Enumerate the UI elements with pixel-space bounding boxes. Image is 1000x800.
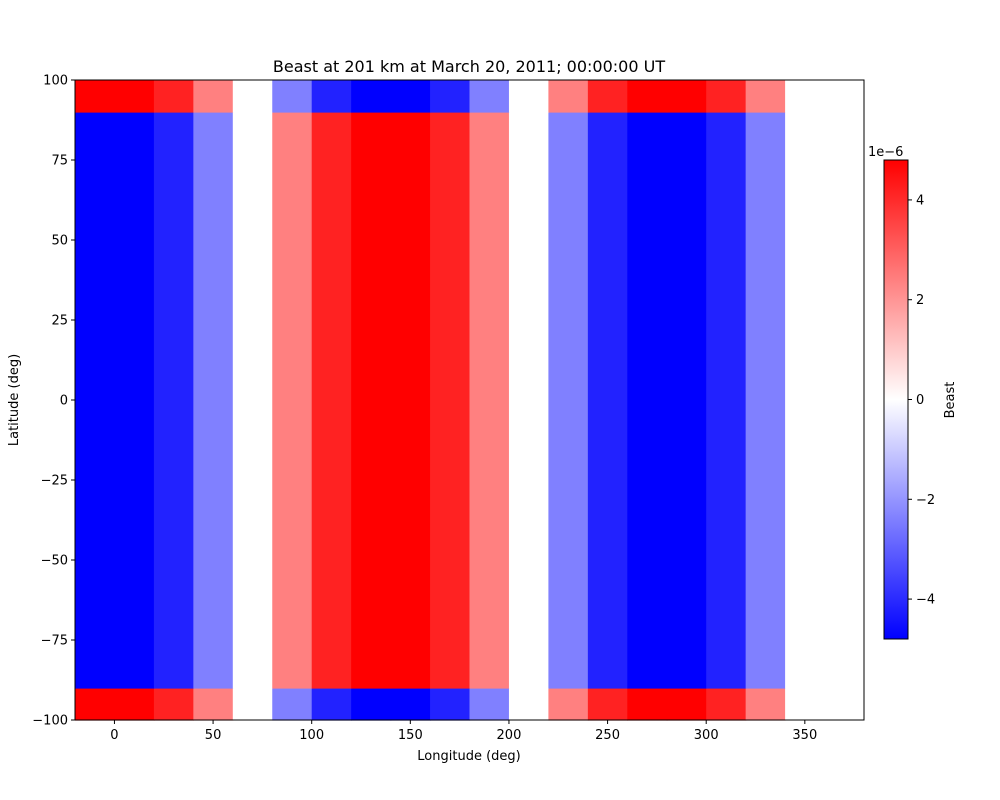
heatmap-cell xyxy=(469,688,510,721)
colorbar-tick-label: 0 xyxy=(916,393,924,408)
heatmap-cell xyxy=(430,80,471,113)
heatmap-cell xyxy=(469,112,510,689)
heatmap-cell xyxy=(193,688,234,721)
x-tick-label: 50 xyxy=(205,728,222,743)
heatmap-cell xyxy=(587,112,628,689)
y-tick-label: 25 xyxy=(51,314,68,329)
colorbar-tick-label: −2 xyxy=(916,493,935,508)
heatmap-cell xyxy=(153,80,194,113)
x-axis-label: Longitude (deg) xyxy=(417,749,520,764)
heatmap-cell xyxy=(706,80,747,113)
heatmap-cell xyxy=(311,112,352,689)
heatmap-cell xyxy=(745,80,786,113)
y-tick-label: 50 xyxy=(51,234,68,249)
heatmap-cell xyxy=(351,80,392,113)
y-tick-label: −75 xyxy=(41,634,68,649)
heatmap-cell xyxy=(627,112,668,689)
colorbar-label: Beast xyxy=(943,382,958,419)
heatmap-cell xyxy=(548,80,589,113)
heatmap-cell xyxy=(193,112,234,689)
heatmap-cell xyxy=(627,688,668,721)
heatmap-cell xyxy=(351,112,392,689)
y-axis-label: Latitude (deg) xyxy=(7,354,22,446)
heatmap-cell xyxy=(430,112,471,689)
heatmap-cell xyxy=(508,688,549,721)
heatmap-cell xyxy=(430,688,471,721)
colorbar-multiplier: 1e−6 xyxy=(868,145,903,160)
heatmap-cell xyxy=(706,688,747,721)
heatmap-cell xyxy=(153,112,194,689)
colorbar-tick-label: 2 xyxy=(916,293,924,308)
x-tick-label: 300 xyxy=(694,728,719,743)
colorbar-tick-label: 4 xyxy=(916,193,924,208)
heatmap-cell xyxy=(785,112,865,689)
y-tick-label: 75 xyxy=(51,154,68,169)
x-tick-label: 250 xyxy=(595,728,620,743)
heatmap-cell xyxy=(193,80,234,113)
heatmap-cell xyxy=(311,80,352,113)
heatmap-cell xyxy=(587,688,628,721)
heatmap-cell xyxy=(75,112,155,689)
heatmap-cell xyxy=(627,80,668,113)
y-tick-label: 0 xyxy=(60,394,68,409)
heatmap-cell xyxy=(232,80,273,113)
x-axis-ticks: 0 50 100 150 200 250 300 350 xyxy=(110,720,817,743)
heatmap-cell xyxy=(351,688,392,721)
heatmap-cell xyxy=(548,112,589,689)
y-tick-label: 100 xyxy=(43,74,68,89)
heatmap-cell xyxy=(745,688,786,721)
heatmap-cell xyxy=(508,80,549,113)
heatmap-cell xyxy=(706,112,747,689)
heatmap-cell xyxy=(666,688,707,721)
heatmap-cell xyxy=(272,80,313,113)
y-axis-ticks: 100 75 50 25 0 −25 −50 −75 −100 xyxy=(32,74,75,729)
x-tick-label: 100 xyxy=(299,728,324,743)
heatmap-cell xyxy=(785,688,865,721)
x-tick-label: 200 xyxy=(497,728,522,743)
heatmap-cell xyxy=(153,688,194,721)
colorbar-tick-label: −4 xyxy=(916,593,935,608)
colorbar-ticks: 4 2 0 −2 −4 xyxy=(908,193,935,608)
heatmap-cell xyxy=(666,112,707,689)
heatmap-cell xyxy=(232,112,273,689)
heatmap-cell xyxy=(272,688,313,721)
heatmap-cell xyxy=(390,688,431,721)
heatmap-cell xyxy=(745,112,786,689)
heatmap-cell xyxy=(785,80,865,113)
y-tick-label: −100 xyxy=(32,714,68,729)
colorbar xyxy=(883,159,909,640)
heatmap-cell xyxy=(469,80,510,113)
heatmap-cell xyxy=(666,80,707,113)
chart-title: Beast at 201 km at March 20, 2011; 00:00… xyxy=(273,57,665,76)
heatmap-cell xyxy=(232,688,273,721)
heatmap-cell xyxy=(508,112,549,689)
x-tick-label: 350 xyxy=(792,728,817,743)
y-tick-label: −50 xyxy=(41,554,68,569)
heatmap-cell xyxy=(75,688,155,721)
heatmap-cell xyxy=(390,80,431,113)
heatmap-cell xyxy=(311,688,352,721)
y-tick-label: −25 xyxy=(41,474,68,489)
heatmap-cell xyxy=(587,80,628,113)
heatmap-cell xyxy=(548,688,589,721)
heatmap-cell xyxy=(390,112,431,689)
heatmap-cell xyxy=(75,80,155,113)
heatmap-cells xyxy=(75,80,865,721)
heatmap-cell xyxy=(272,112,313,689)
x-tick-label: 0 xyxy=(110,728,118,743)
x-tick-label: 150 xyxy=(398,728,423,743)
